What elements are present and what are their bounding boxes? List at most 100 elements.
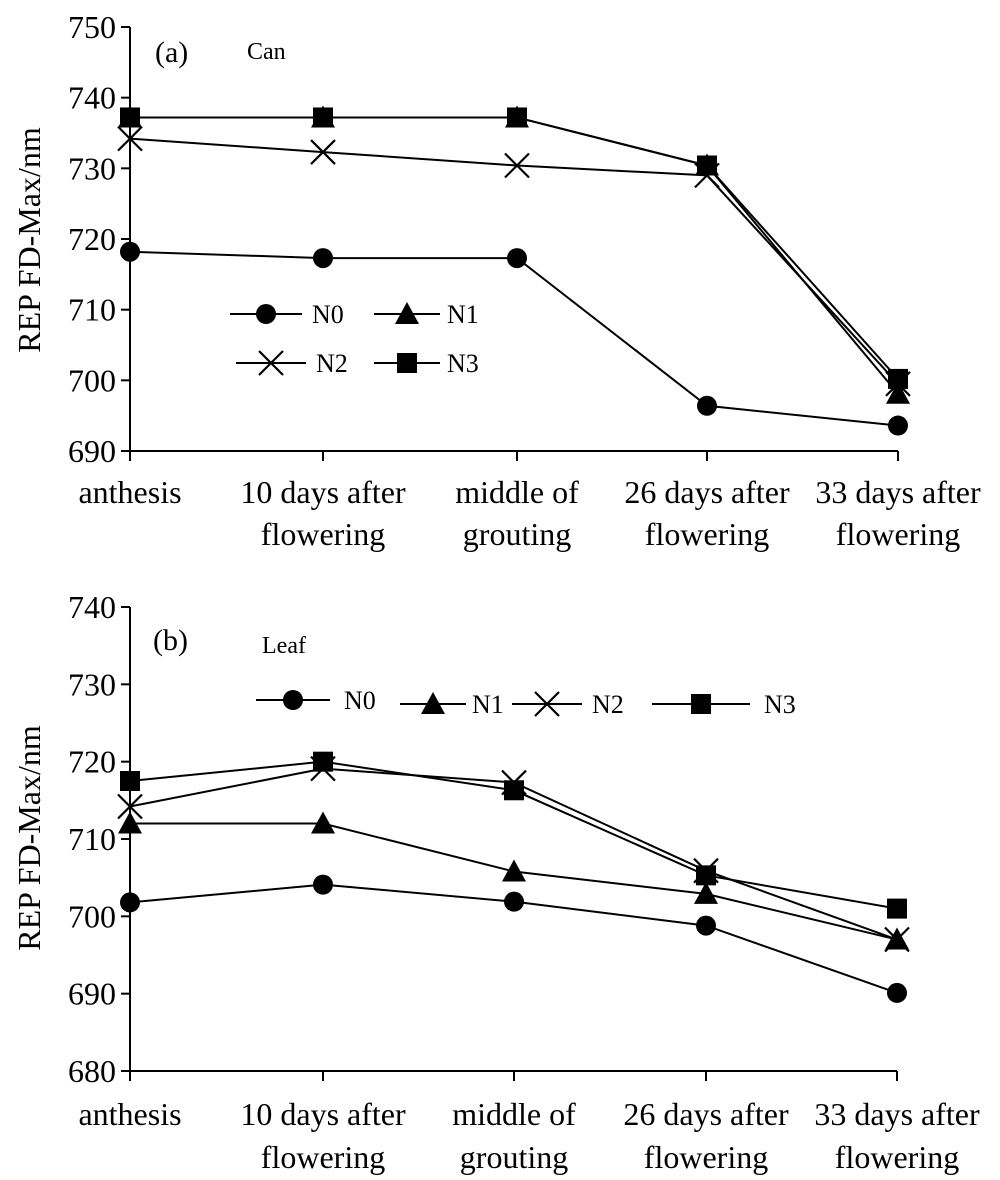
y-tick-label: 740 [68, 589, 116, 625]
chart-panel-1: 690 700 710 720 730 740 750 anthesis 10 days aft… [11, 9, 981, 552]
x-tick-label: anthesis [78, 474, 181, 510]
panel-label: (b) [153, 624, 188, 657]
legend-item-n3: N3 [374, 349, 479, 378]
y-tick-label: 690 [68, 433, 116, 469]
y-tick-label: 700 [68, 362, 116, 398]
data-point-n0 [887, 982, 907, 1003]
legend: N0 N1 N2 N3 [230, 300, 479, 378]
data-point-n3 [120, 771, 140, 791]
data-point-n0 [507, 248, 527, 269]
data-point-n3 [120, 107, 140, 128]
x-tick-label: middle of [455, 474, 579, 510]
y-tick-label: 720 [68, 221, 116, 257]
data-point-n3 [313, 107, 333, 128]
legend-item-n1: N1 [374, 300, 479, 329]
data-point-n0 [696, 915, 716, 936]
y-tick-label: 690 [68, 976, 116, 1012]
data-point-n0 [504, 891, 524, 912]
data-point-n1 [311, 811, 335, 834]
y-tick-label: 730 [68, 666, 116, 702]
x-tick-label: 26 days after [623, 1096, 789, 1132]
legend: N0 N1 N2 N3 [256, 686, 796, 719]
panel-name: Can [247, 39, 286, 65]
legend-label: N1 [472, 690, 504, 719]
legend-label: N2 [592, 690, 624, 719]
x-tick-label: flowering [836, 516, 960, 552]
x-tick-label: middle of [452, 1096, 576, 1132]
x-tick-label: flowering [835, 1139, 959, 1175]
legend-label: N3 [764, 690, 796, 719]
y-tick-label: 710 [68, 292, 116, 328]
data-point-n0 [313, 248, 333, 269]
data-point-n1 [118, 811, 142, 834]
legend-item-n3: N3 [652, 690, 796, 719]
legend-item-n2: N2 [236, 349, 348, 378]
data-point-n0 [120, 241, 140, 262]
x-tick-label: 26 days after [624, 474, 790, 510]
legend-marker-n2 [258, 350, 284, 376]
legend-marker-n1 [395, 302, 419, 324]
legend-marker-n0 [283, 690, 303, 710]
data-point-n1 [886, 381, 910, 404]
data-point-n2 [117, 125, 143, 152]
legend-label: N0 [312, 300, 344, 329]
x-tick-label: grouting [460, 1139, 568, 1175]
data-point-n0 [888, 415, 908, 436]
x-tick-label: 33 days after [814, 1096, 980, 1132]
data-point-n2 [884, 926, 910, 953]
series-line-n0 [129, 250, 899, 427]
data-point-n3 [697, 155, 717, 176]
data-point-n3 [696, 865, 716, 886]
data-point-n0 [697, 395, 717, 416]
x-tick-label: flowering [644, 1139, 768, 1175]
series-n3 [120, 751, 907, 919]
y-tick-label: 740 [68, 80, 116, 116]
data-point-n2 [504, 152, 530, 179]
y-tick-label: 750 [68, 9, 116, 45]
panel-name: Leaf [262, 633, 306, 659]
y-axis-title: REP FD-Max/nm [11, 725, 47, 951]
x-tick-label: grouting [463, 516, 571, 552]
y-axis-title: REP FD-Max/nm [11, 127, 47, 353]
x-tick-label: anthesis [78, 1096, 181, 1132]
series-n0 [120, 874, 907, 1003]
x-tick-label: 10 days after [240, 1096, 406, 1132]
y-tick-label: 700 [68, 898, 116, 934]
legend-label: N2 [316, 349, 348, 378]
series-line-n3 [130, 116, 899, 380]
y-tick-label: 730 [68, 150, 116, 186]
x-tick-label: flowering [261, 516, 385, 552]
y-tick-label: 720 [68, 744, 116, 780]
data-point-n3 [313, 751, 333, 772]
series-n1 [118, 811, 909, 950]
legend-marker-n3 [397, 353, 417, 373]
panel-label: (a) [155, 36, 188, 69]
x-tick-label: flowering [261, 1139, 385, 1175]
legend-item-n2: N2 [512, 690, 624, 719]
data-point-n2 [117, 793, 143, 820]
legend-marker-n3 [691, 694, 711, 714]
legend-item-n0: N0 [256, 686, 376, 715]
y-tick-label: 680 [68, 1053, 116, 1089]
y-tick-label: 710 [68, 821, 116, 857]
data-point-n3 [887, 898, 907, 919]
legend-item-n0: N0 [230, 300, 344, 329]
legend-label: N1 [447, 300, 479, 329]
data-point-n1 [694, 881, 718, 904]
x-tick-label: flowering [645, 516, 769, 552]
legend-item-n1: N1 [400, 690, 504, 719]
data-point-n1 [502, 859, 526, 882]
data-point-n3 [888, 368, 908, 389]
series-n3 [120, 107, 908, 389]
data-point-n3 [507, 107, 527, 128]
legend-label: N3 [447, 349, 479, 378]
legend-marker-n2 [534, 691, 560, 717]
chart-panel-2: 680 690 700 710 720 730 740 anthesis 10 days aft… [11, 589, 980, 1175]
legend-label: N0 [344, 686, 376, 715]
series-n0 [120, 241, 908, 436]
data-point-n2 [310, 139, 336, 165]
data-point-n3 [504, 780, 524, 801]
legend-marker-n0 [256, 304, 276, 324]
series-line-n1 [130, 822, 898, 941]
